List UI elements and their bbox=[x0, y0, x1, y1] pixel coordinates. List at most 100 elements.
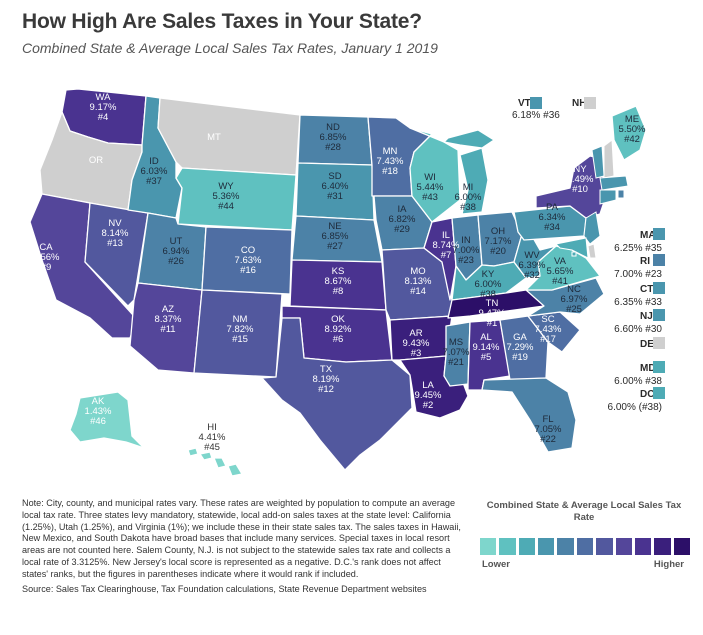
state-rate-nc: 6.97% bbox=[561, 294, 588, 305]
state-label-tn: TN9.47%#1 bbox=[479, 298, 506, 329]
color-legend: Combined State & Average Local Sales Tax… bbox=[478, 500, 690, 570]
state-label-nv: NV8.14%#13 bbox=[102, 218, 129, 249]
state-md bbox=[554, 237, 589, 259]
state-rank-va: #41 bbox=[552, 276, 568, 287]
state-label-nm: NM7.82%#15 bbox=[227, 314, 254, 345]
state-rank-ar: #3 bbox=[411, 348, 422, 359]
us-sales-tax-map: WA9.17%#4ORCA8.56%#9NV8.14%#13ID6.03%#37… bbox=[29, 88, 665, 477]
footnote: Note: City, county, and municipal rates … bbox=[22, 498, 468, 595]
small-state-rate-ct: 6.35% #33 bbox=[614, 297, 662, 308]
state-ak bbox=[69, 391, 145, 449]
state-rate-co: 7.63% bbox=[235, 255, 262, 266]
state-label-hi: HI4.41%#45 bbox=[199, 422, 226, 453]
state-me bbox=[611, 105, 647, 161]
state-abbr-co: CO bbox=[241, 245, 255, 256]
state-label-ne: NE6.85%#27 bbox=[322, 221, 349, 252]
small-state-abbr-vt: VT bbox=[518, 98, 531, 109]
state-rate-hi: 4.41% bbox=[199, 432, 226, 443]
state-wi bbox=[409, 127, 461, 223]
state-label-mn: MN7.43%#18 bbox=[377, 146, 404, 177]
legend-swatch-9 bbox=[634, 538, 652, 555]
state-abbr-ak: AK bbox=[92, 396, 105, 407]
state-label-ar: AR9.43%#3 bbox=[403, 328, 430, 359]
small-state-swatch-nh bbox=[584, 97, 596, 109]
state-abbr-nm: NM bbox=[233, 314, 248, 325]
state-rank-nd: #28 bbox=[325, 142, 341, 153]
small-state-swatch-de bbox=[653, 337, 665, 349]
small-state-key-vt: VT6.18% #36 bbox=[512, 97, 560, 121]
state-rank-tx: #12 bbox=[318, 384, 334, 395]
state-label-az: AZ8.37%#11 bbox=[155, 304, 182, 335]
small-state-rate-vt: 6.18% #36 bbox=[512, 110, 560, 121]
state-label-mt: MT bbox=[207, 132, 221, 143]
state-rate-ok: 8.92% bbox=[325, 324, 352, 335]
state-abbr-mn: MN bbox=[383, 146, 398, 157]
state-label-va: VA5.65%#41 bbox=[547, 256, 574, 287]
small-state-swatch-md bbox=[653, 361, 665, 373]
state-rank-ny: #10 bbox=[572, 184, 588, 195]
state-rate-mo: 8.13% bbox=[405, 276, 432, 287]
state-abbr-ar: AR bbox=[409, 328, 422, 339]
state-rank-mi: #38 bbox=[460, 202, 476, 213]
small-state-swatch-ct bbox=[653, 282, 665, 294]
state-abbr-wv: WV bbox=[524, 250, 540, 261]
state-rate-nd: 6.85% bbox=[320, 132, 347, 143]
state-abbr-az: AZ bbox=[162, 304, 174, 315]
state-label-in: IN7.00%#23 bbox=[453, 235, 480, 266]
state-abbr-ky: KY bbox=[482, 269, 495, 280]
state-abbr-ga: GA bbox=[513, 332, 527, 343]
legend-swatch-10 bbox=[654, 538, 671, 555]
state-rate-ky: 6.00% bbox=[475, 279, 502, 290]
state-rank-la: #2 bbox=[423, 400, 434, 411]
state-rank-mn: #18 bbox=[382, 166, 398, 177]
state-rank-sc: #17 bbox=[540, 334, 556, 345]
state-rank-ne: #27 bbox=[327, 241, 343, 252]
small-state-rate-ma: 6.25% #35 bbox=[614, 243, 662, 254]
state-abbr-or: OR bbox=[89, 155, 103, 166]
state-abbr-la: LA bbox=[422, 380, 434, 391]
state-label-pa: PA6.34%#34 bbox=[539, 202, 566, 233]
state-label-ut: UT6.94%#26 bbox=[163, 236, 190, 267]
small-state-key-dc: DC 6.00% (#38) bbox=[608, 387, 665, 413]
state-rank-ga: #19 bbox=[512, 352, 528, 363]
state-rate-ne: 6.85% bbox=[322, 231, 349, 242]
state-label-id: ID6.03%#37 bbox=[141, 156, 168, 187]
state-abbr-va: VA bbox=[554, 256, 567, 267]
small-state-abbr-nj: NJ bbox=[640, 311, 653, 322]
state-label-wi: WI5.44%#43 bbox=[417, 172, 444, 203]
state-abbr-in: IN bbox=[461, 235, 471, 246]
state-rank-me: #42 bbox=[624, 134, 640, 145]
state-label-wa: WA9.17%#4 bbox=[90, 92, 117, 123]
state-label-nd: ND6.85%#28 bbox=[320, 122, 347, 153]
state-rank-ia: #29 bbox=[394, 224, 410, 235]
small-state-swatch-ma bbox=[653, 228, 665, 240]
state-rate-wv: 6.39% bbox=[519, 260, 546, 271]
state-abbr-fl: FL bbox=[542, 414, 553, 425]
state-label-al: AL9.14%#5 bbox=[473, 332, 500, 363]
state-abbr-ks: KS bbox=[332, 266, 345, 277]
state-rate-az: 8.37% bbox=[155, 314, 182, 325]
state-label-fl: FL7.05%#22 bbox=[535, 414, 562, 445]
state-hi bbox=[187, 447, 243, 477]
state-label-ak: AK1.43%#46 bbox=[85, 396, 112, 427]
state-label-me: ME5.50%#42 bbox=[619, 114, 646, 145]
state-mt bbox=[157, 97, 301, 176]
state-rank-ca: #9 bbox=[41, 262, 52, 273]
state-rank-pa: #34 bbox=[544, 222, 560, 233]
state-label-ky: KY6.00%#38 bbox=[475, 269, 502, 300]
state-label-sd: SD6.40%#31 bbox=[322, 171, 349, 202]
state-abbr-ne: NE bbox=[328, 221, 341, 232]
state-rank-az: #11 bbox=[160, 324, 175, 335]
state-rank-ks: #8 bbox=[333, 286, 344, 297]
state-rank-ok: #6 bbox=[333, 334, 344, 345]
state-label-co: CO7.63%#16 bbox=[235, 245, 262, 276]
small-state-swatch-dc bbox=[653, 387, 665, 399]
state-rank-wv: #32 bbox=[524, 270, 540, 281]
state-label-wv: WV6.39%#32 bbox=[519, 250, 546, 281]
state-abbr-ut: UT bbox=[170, 236, 183, 247]
state-nj bbox=[583, 211, 601, 245]
state-abbr-mi: MI bbox=[463, 182, 474, 193]
state-mi bbox=[443, 129, 495, 215]
state-rate-al: 9.14% bbox=[473, 342, 500, 353]
legend-swatch-5 bbox=[557, 538, 574, 555]
